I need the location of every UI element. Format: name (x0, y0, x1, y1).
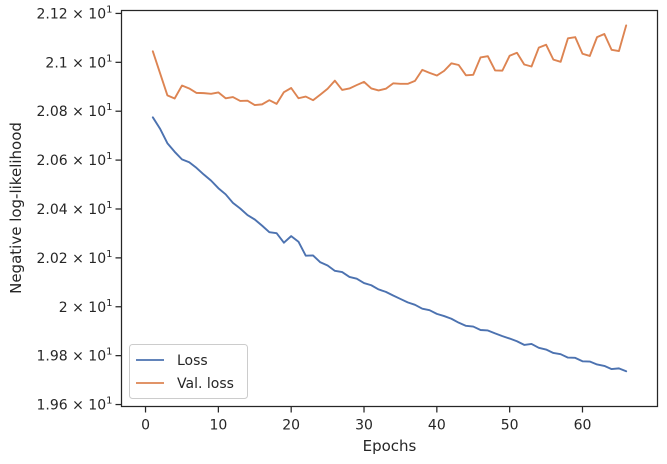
legend: Loss Val. loss (129, 344, 248, 399)
legend-box (129, 344, 248, 399)
x-tick-label: 30 (355, 418, 373, 434)
x-tick-label: 10 (209, 418, 227, 434)
y-tick-label: 2 × 101 (59, 298, 113, 316)
y-axis-label: Negative log-likelihood (7, 122, 25, 294)
x-tick-label: 20 (282, 418, 300, 434)
y-tick-label: 1.98 × 101 (37, 347, 113, 365)
x-axis-label: Epochs (363, 437, 417, 455)
x-tick-label: 0 (141, 418, 150, 434)
y-tick-label: 1.96 × 101 (37, 396, 113, 414)
y-tick-label: 2.1 × 101 (45, 53, 112, 71)
x-tick-label: 60 (574, 418, 592, 434)
x-tick-label: 40 (428, 418, 446, 434)
y-tick-label: 2.04 × 101 (37, 200, 113, 218)
legend-label-val-loss: Val. loss (177, 376, 234, 392)
y-tick-label: 2.06 × 101 (37, 151, 113, 169)
x-tick-label: 50 (501, 418, 519, 434)
legend-label-loss: Loss (177, 353, 208, 369)
series-line-loss (151, 116, 628, 373)
x-axis-ticks: 0 10 20 30 40 50 60 (141, 406, 592, 434)
series-line-val-loss (151, 24, 628, 107)
y-tick-label: 2.08 × 101 (37, 102, 113, 120)
y-tick-label: 2.02 × 101 (37, 249, 113, 267)
series-layer (151, 24, 628, 373)
y-tick-label: 2.12 × 101 (37, 4, 113, 22)
y-axis-ticks: 1.96 × 101 1.98 × 101 2 × 101 2.02 × 101 2.0… (37, 4, 122, 414)
